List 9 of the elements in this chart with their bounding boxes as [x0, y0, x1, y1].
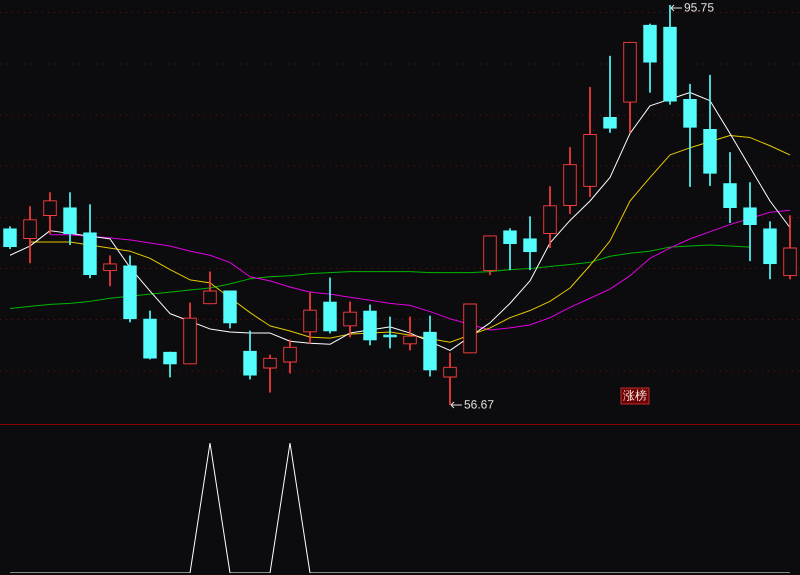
- annotation: 涨榜: [623, 388, 647, 402]
- candlestick: [383, 316, 397, 348]
- candlestick: [523, 216, 537, 270]
- candlestick: [443, 352, 457, 405]
- candlestick: [743, 182, 757, 262]
- annotation: 56.67: [464, 397, 494, 412]
- candlestick: [103, 255, 117, 286]
- annotation: 95.75: [684, 0, 714, 14]
- candlestick: [603, 56, 617, 133]
